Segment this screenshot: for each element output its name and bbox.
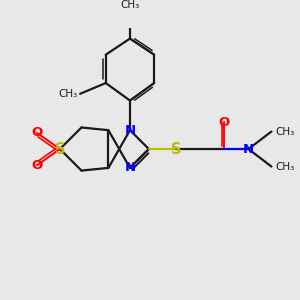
Text: CH₃: CH₃ — [275, 127, 295, 136]
Text: CH₃: CH₃ — [275, 161, 295, 172]
Text: O: O — [32, 126, 43, 140]
Text: S: S — [55, 142, 65, 157]
Text: N: N — [243, 142, 254, 155]
Text: S: S — [170, 142, 181, 157]
Text: N: N — [124, 124, 136, 137]
Text: O: O — [32, 159, 43, 172]
Text: N: N — [124, 161, 136, 174]
Text: CH₃: CH₃ — [58, 89, 77, 99]
Text: CH₃: CH₃ — [120, 0, 140, 10]
Text: O: O — [219, 116, 230, 129]
